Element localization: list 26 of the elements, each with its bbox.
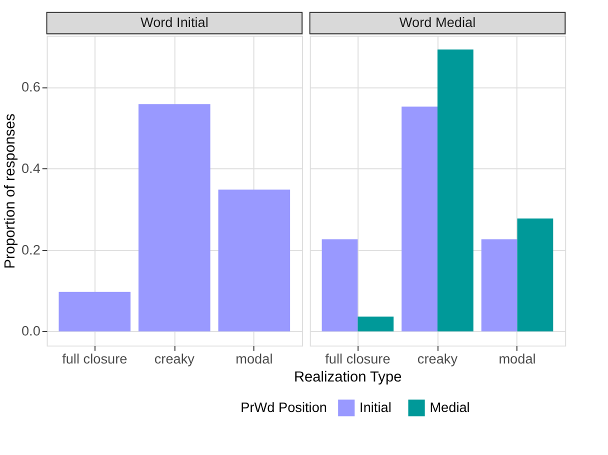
bar	[402, 106, 438, 332]
y-tick-label: 0.6	[21, 79, 40, 94]
bar	[218, 190, 290, 332]
y-tick-label: 0.0	[21, 324, 41, 339]
y-tick-label: 0.2	[21, 242, 40, 258]
x-tick-label: full closure	[325, 352, 390, 367]
y-axis-title: Proportion of responses	[2, 114, 19, 269]
bar	[481, 239, 518, 332]
y-tick-label: 0.4	[21, 160, 41, 176]
x-tick-label: modal	[498, 352, 536, 367]
x-tick-label: full closure	[62, 352, 128, 367]
bar	[58, 292, 131, 332]
legend-label: Initial	[360, 400, 392, 415]
x-tick-label: creaky	[417, 352, 458, 367]
x-tick-label: modal	[236, 352, 273, 367]
bar	[517, 218, 554, 332]
bar	[138, 104, 210, 332]
x-axis-title: Realization Type	[294, 370, 402, 386]
bar	[358, 316, 394, 332]
bar	[322, 239, 358, 332]
legend-label: Medial	[430, 400, 470, 415]
bar	[437, 50, 474, 332]
x-tick-label: creaky	[154, 352, 195, 367]
chart-title: Word Medial	[399, 14, 476, 30]
chart-title: Word Initial	[140, 14, 208, 30]
legend-title: PrWd Position	[240, 400, 327, 415]
